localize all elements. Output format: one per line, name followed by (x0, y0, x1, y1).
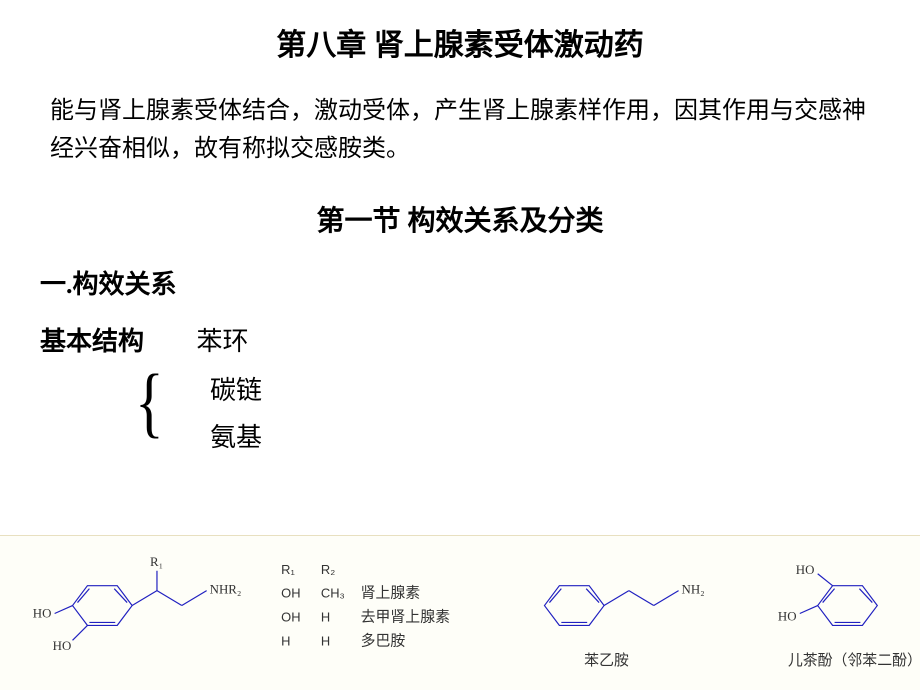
mol1-structure: HO HO R₁ NHR₂ (33, 554, 242, 653)
mol2-structure: NH₂ 苯乙胺 (544, 582, 704, 670)
chapter-title: 第八章 肾上腺素受体激动药 (40, 20, 880, 64)
mol2-nh2: NH₂ (682, 582, 705, 597)
mol3-oh2: HO (778, 608, 797, 623)
subsection-heading: 一.构效关系 (40, 264, 880, 301)
r2c1: H (321, 633, 330, 648)
curly-brace-icon: { (135, 363, 164, 441)
r1c0: OH (281, 609, 300, 624)
structure-item-2: 氨基 (210, 417, 880, 454)
mol2-name: 苯乙胺 (584, 652, 629, 669)
mol1-ho2: HO (53, 638, 72, 653)
th-r1: R₁ (281, 562, 295, 577)
mol1-r1: R₁ (150, 554, 163, 569)
structure-line: 基本结构 苯环 (40, 321, 880, 358)
mol3-structure: HO HO 儿茶酚（邻苯二酚） (778, 562, 920, 669)
r1c1: H (321, 609, 330, 624)
r0name: 肾上腺素 (361, 585, 421, 602)
structure-item-1: 碳链 (210, 370, 880, 407)
chapter-description: 能与肾上腺素受体结合，激动受体，产生肾上腺素样作用，因其作用与交感神经兴奋相似，… (40, 92, 880, 169)
structure-item-0: 苯环 (197, 327, 249, 356)
mol3-oh1: HO (796, 562, 815, 577)
mol1-ho1: HO (33, 605, 52, 620)
r0c0: OH (281, 586, 300, 601)
section-title: 第一节 构效关系及分类 (40, 199, 880, 239)
th-r2: R₂ (321, 562, 335, 577)
mol1-table: R₁ R₂ OH CH₃ 肾上腺素 OH H 去甲肾上腺素 H H 多巴胺 (281, 562, 450, 650)
r0c1: CH₃ (321, 586, 345, 601)
mol3-name: 儿茶酚（邻苯二酚） (788, 652, 920, 669)
r2name: 多巴胺 (361, 632, 406, 649)
r2c0: H (281, 633, 290, 648)
mol1-nhr2: NHR₂ (210, 582, 242, 597)
structure-label: 基本结构 (40, 321, 190, 358)
chemical-diagram: HO HO R₁ NHR₂ R₁ R₂ OH CH₃ 肾上腺素 OH H 去甲肾… (0, 536, 920, 690)
r1name: 去甲肾上腺素 (361, 608, 450, 625)
chemical-structures-panel: HO HO R₁ NHR₂ R₁ R₂ OH CH₃ 肾上腺素 OH H 去甲肾… (0, 535, 920, 690)
